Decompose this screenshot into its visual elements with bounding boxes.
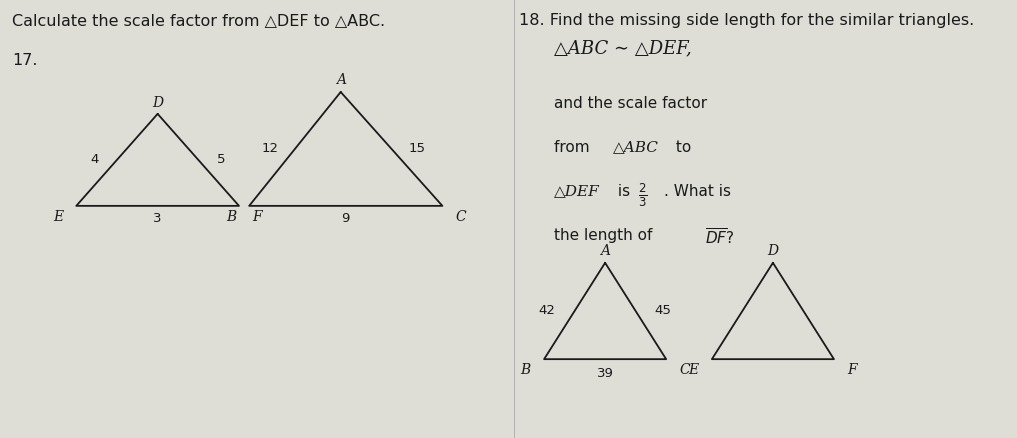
Text: is: is xyxy=(613,184,636,199)
Text: C: C xyxy=(456,210,466,224)
Text: the length of: the length of xyxy=(554,228,658,243)
Text: E: E xyxy=(689,363,699,377)
Text: from: from xyxy=(554,140,595,155)
Text: 17.: 17. xyxy=(12,53,38,67)
Text: 4: 4 xyxy=(91,153,99,166)
Text: △ABC ∼ △DEF,: △ABC ∼ △DEF, xyxy=(554,39,692,57)
Text: B: B xyxy=(226,210,236,224)
Text: $\overline{DF}$?: $\overline{DF}$? xyxy=(705,228,734,248)
Text: A: A xyxy=(600,244,610,258)
Text: $\frac{2}{3}$: $\frac{2}{3}$ xyxy=(638,182,647,209)
Text: F: F xyxy=(847,363,857,377)
Text: Calculate the scale factor from △DEF to △ABC.: Calculate the scale factor from △DEF to … xyxy=(12,13,385,28)
Text: . What is: . What is xyxy=(664,184,731,199)
Text: 3: 3 xyxy=(154,212,162,226)
Text: D: D xyxy=(768,244,778,258)
Text: 39: 39 xyxy=(597,367,613,380)
Text: 42: 42 xyxy=(539,304,555,318)
Text: F: F xyxy=(252,210,262,224)
Text: D: D xyxy=(153,96,163,110)
Text: E: E xyxy=(53,210,63,224)
Text: △DEF: △DEF xyxy=(554,184,600,198)
Text: to: to xyxy=(671,140,692,155)
Text: C: C xyxy=(679,363,690,377)
Text: 5: 5 xyxy=(217,153,225,166)
Text: 12: 12 xyxy=(262,142,279,155)
Text: 18. Find the missing side length for the similar triangles.: 18. Find the missing side length for the… xyxy=(519,13,974,28)
Text: 9: 9 xyxy=(342,212,350,226)
Text: A: A xyxy=(336,73,346,87)
Text: B: B xyxy=(521,363,531,377)
Text: 15: 15 xyxy=(409,142,425,155)
Text: 45: 45 xyxy=(655,304,671,318)
Text: △ABC: △ABC xyxy=(613,140,659,154)
Text: and the scale factor: and the scale factor xyxy=(554,96,708,111)
